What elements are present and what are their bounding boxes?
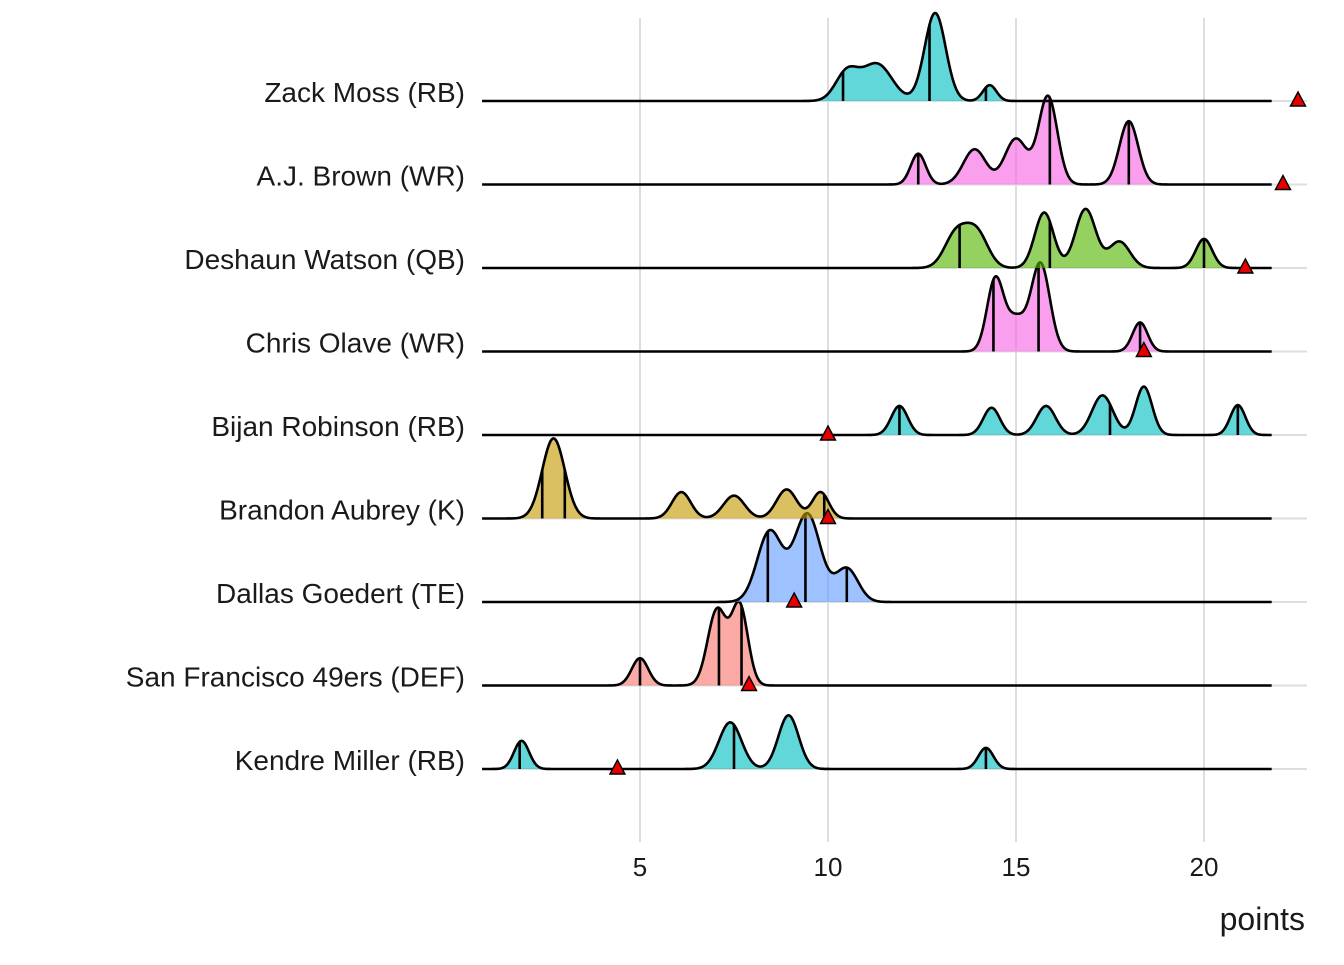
y-axis-label: San Francisco 49ers (DEF) [126, 662, 465, 693]
ridge-k [481, 437, 1273, 525]
marker-triangle [608, 758, 627, 775]
y-axis-label: Deshaun Watson (QB) [184, 244, 465, 275]
y-axis-label: Zack Moss (RB) [264, 77, 465, 108]
density-fill [482, 13, 1272, 102]
ridge-layer [481, 11, 1307, 775]
ridge-wr [481, 261, 1273, 358]
x-axis-title: points [1220, 901, 1305, 937]
x-tick-label: 5 [633, 852, 647, 882]
y-axis-label: Bijan Robinson (RB) [211, 411, 465, 442]
ridge-rb [481, 11, 1307, 107]
density-outline [481, 714, 1273, 771]
marker-triangle [785, 591, 803, 608]
density-outline [481, 261, 1273, 353]
density-fill [482, 715, 1272, 769]
y-axis-label: Brandon Aubrey (K) [219, 495, 465, 526]
y-axis-label: Kendre Miller (RB) [235, 745, 465, 776]
y-axis-label: A.J. Brown (WR) [257, 161, 465, 192]
x-tick-label: 20 [1190, 852, 1219, 882]
density-fill [482, 601, 1272, 686]
y-axis-label: Chris Olave (WR) [246, 328, 465, 359]
density-outline [481, 385, 1273, 437]
marker-triangle [1236, 257, 1255, 274]
marker-triangle [1274, 174, 1292, 191]
marker-triangle [819, 424, 837, 441]
marker-triangle [819, 508, 837, 525]
x-tick-label: 10 [814, 852, 843, 882]
ridge-wr [481, 94, 1292, 191]
marker-triangle [1135, 341, 1153, 358]
density-outline [481, 600, 1273, 687]
density-outline [481, 207, 1273, 270]
label-layer: 5 10 15 20 Kendre Miller (RB) San Francisco 4… [126, 77, 1219, 882]
density-outline [481, 11, 1273, 103]
x-tick-label: 15 [1002, 852, 1031, 882]
density-fill [482, 513, 1272, 602]
ridge-rb [481, 385, 1273, 441]
density-fill [482, 95, 1272, 185]
ridge-def [481, 600, 1273, 692]
ridge-qb [481, 207, 1273, 274]
density-outline [481, 437, 1273, 520]
density-fill [482, 262, 1272, 352]
density-outline [481, 94, 1273, 186]
density-fill [482, 208, 1272, 268]
marker-triangle [1289, 90, 1307, 107]
ridge-te [481, 511, 1273, 608]
y-axis-label: Dallas Goedert (TE) [216, 578, 465, 609]
density-outline [481, 511, 1273, 604]
density-fill [482, 438, 1272, 519]
ridge-rb [481, 714, 1273, 775]
marker-triangle [740, 675, 758, 692]
